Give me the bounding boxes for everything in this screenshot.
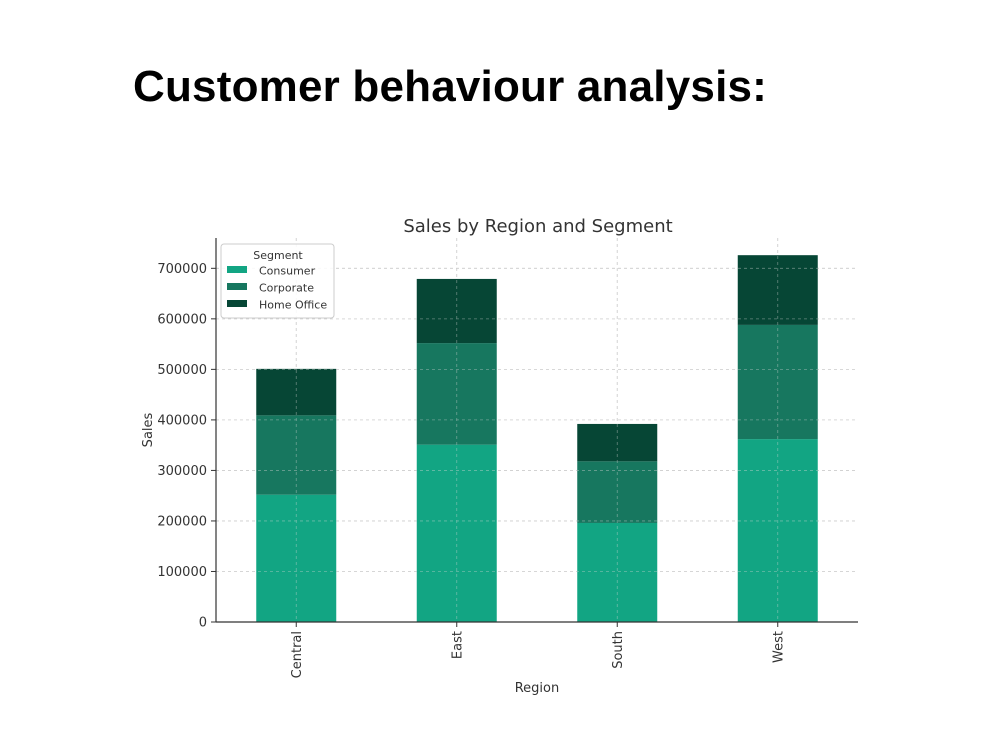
legend: Segment Consumer Corporate Home Office (220, 243, 335, 319)
axes (211, 238, 858, 627)
legend-swatch (227, 283, 247, 290)
bar-south-consumer (577, 522, 658, 622)
tick-labels: 0 100000 200000 300000 400000 500000 600000 700… (157, 262, 786, 679)
bar-south-corporate (577, 461, 658, 523)
y-tick-label: 700000 (157, 262, 207, 277)
legend-swatch (227, 300, 247, 307)
x-tick-label: South (611, 631, 626, 669)
bar-central-corporate (256, 415, 337, 495)
bar-central-consumer (256, 494, 337, 622)
bar-west-consumer (737, 439, 818, 622)
bar-central-home-office (256, 368, 337, 416)
y-tick-label: 400000 (157, 413, 207, 428)
legend-title: Segment (253, 249, 303, 262)
y-tick-label: 200000 (157, 514, 207, 529)
legend-entry-label: Consumer (259, 265, 316, 278)
y-axis-label: Sales (141, 412, 156, 447)
x-tick-label: East (450, 631, 465, 659)
slide-title: Customer behaviour analysis: (133, 62, 768, 111)
x-tick-label: Central (290, 631, 305, 678)
y-tick-label: 300000 (157, 464, 207, 479)
legend-frame (220, 243, 335, 319)
bar-east-home-office (416, 278, 497, 344)
bars (256, 255, 818, 622)
bar-west-corporate (737, 324, 818, 440)
y-tick-label: 100000 (157, 565, 207, 580)
bar-east-corporate (416, 343, 497, 445)
bar-south-home-office (577, 423, 658, 462)
y-tick-label: 0 (199, 616, 207, 631)
bar-west-home-office (737, 255, 818, 325)
x-tick-label: West (771, 631, 786, 663)
legend-swatch (227, 266, 247, 273)
x-axis-label: Region (515, 681, 560, 696)
chart-title: Sales by Region and Segment (403, 216, 672, 237)
legend-entry-label: Corporate (259, 282, 314, 295)
bar-east-consumer (416, 444, 497, 622)
y-tick-label: 600000 (157, 312, 207, 327)
y-tick-label: 500000 (157, 363, 207, 378)
legend-entry-label: Home Office (259, 299, 327, 312)
